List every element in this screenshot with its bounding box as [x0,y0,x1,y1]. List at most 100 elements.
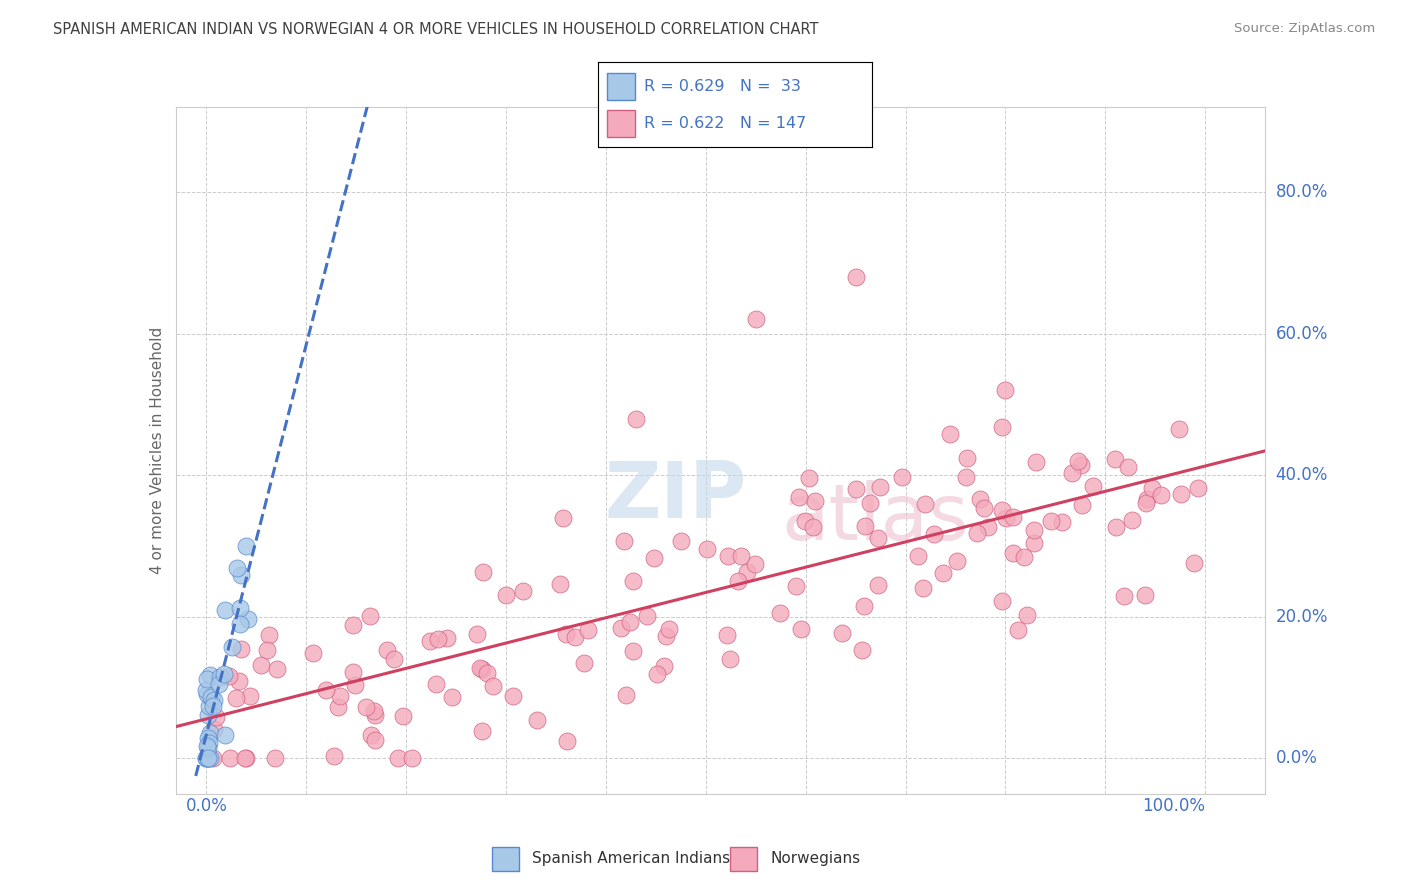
Point [555,734,578,748]
Point [200,691,222,706]
Point [955,470,977,484]
Point [548,577,571,591]
Point [869,480,891,494]
Point [551,510,574,524]
Point [198,751,221,765]
Point [1039,514,1062,528]
Point [658,622,681,636]
Point [250,657,273,672]
Point [495,588,517,602]
Point [235,751,257,765]
Point [214,603,236,617]
Point [1071,498,1094,512]
Text: Norwegians: Norwegians [770,852,860,866]
Point [955,451,977,466]
Point [526,714,548,728]
Point [382,652,405,666]
Point [1167,422,1189,436]
Point [197,731,219,745]
Point [468,661,491,675]
Point [197,751,219,765]
Point [1025,455,1047,469]
Point [231,642,253,657]
FancyBboxPatch shape [492,847,519,871]
Point [465,627,488,641]
Point [425,677,447,691]
Point [576,623,599,637]
Point [214,667,236,681]
Point [225,561,247,575]
Point [364,733,387,747]
Point [201,698,224,713]
Point [512,584,534,599]
Point [946,553,969,567]
Point [195,751,218,765]
Point [401,751,423,765]
Point [1002,510,1025,524]
Text: R = 0.622   N = 147: R = 0.622 N = 147 [644,116,807,131]
Point [868,578,890,592]
Point [471,565,494,579]
Text: Source: ZipAtlas.com: Source: ZipAtlas.com [1234,22,1375,36]
Point [1114,589,1136,603]
Point [1105,519,1128,533]
Point [716,628,738,642]
Point [264,751,287,765]
Point [966,525,988,540]
Point [322,748,344,763]
Point [614,688,637,702]
Point [922,527,945,541]
Text: 80.0%: 80.0% [1275,183,1327,201]
Text: SPANISH AMERICAN INDIAN VS NORWEGIAN 4 OR MORE VEHICLES IN HOUSEHOLD CORRELATION: SPANISH AMERICAN INDIAN VS NORWEGIAN 4 O… [53,22,818,37]
Text: 40.0%: 40.0% [1275,467,1327,484]
Point [797,471,820,485]
Point [845,483,868,497]
Point [994,511,1017,525]
Point [502,689,524,703]
Point [231,568,253,582]
Point [907,549,929,564]
Point [624,411,647,425]
Point [477,665,499,680]
Point [225,691,247,706]
Point [787,490,810,504]
Point [218,751,240,765]
Point [609,621,631,635]
Point [911,581,934,595]
Point [1133,588,1156,602]
Point [436,632,458,646]
Point [1007,623,1029,637]
Text: R = 0.629   N =  33: R = 0.629 N = 33 [644,78,801,94]
Point [1116,459,1139,474]
Point [208,676,231,690]
Point [851,643,873,657]
Point [994,384,1017,398]
Point [718,652,741,666]
Point [359,608,381,623]
Point [744,558,766,572]
Point [214,728,236,742]
Point [387,751,409,765]
Point [235,540,257,554]
Text: 0.0%: 0.0% [1275,749,1317,767]
Point [619,615,641,629]
Point [636,609,658,624]
Point [939,427,962,442]
Point [621,574,644,588]
Point [238,612,260,626]
Point [228,674,250,689]
Text: 60.0%: 60.0% [1275,325,1327,343]
Point [794,514,817,528]
Point [471,723,494,738]
Point [727,574,749,588]
Point [198,699,221,714]
Point [914,497,936,511]
Point [197,708,219,723]
Point [1170,487,1192,501]
Point [419,633,441,648]
Point [785,579,807,593]
Point [652,658,675,673]
Point [931,566,953,580]
Point [801,519,824,533]
Point [197,740,219,755]
